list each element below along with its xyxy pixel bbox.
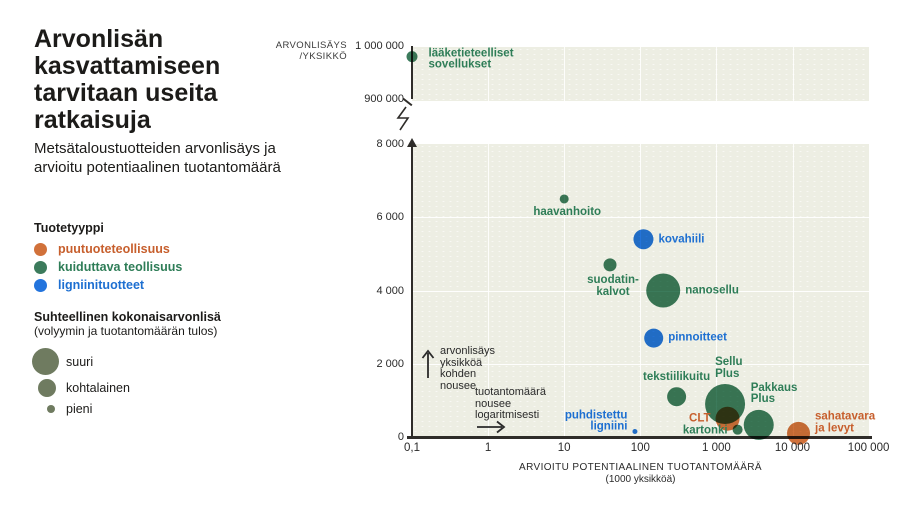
chart-top-band xyxy=(412,47,869,101)
point-label-haavanhoito: haavanhoito xyxy=(533,206,602,219)
point-label-sellu-plus: Sellu Plus xyxy=(715,356,743,380)
point-label-kovahiili: kovahiili xyxy=(658,233,705,246)
point-label-laaketieteelliset-sovellukset: lääketieteelliset sovellukset xyxy=(428,47,514,71)
orange-dot-icon xyxy=(34,242,47,256)
point-label-tekstiilikuitu: tekstiilikuitu xyxy=(643,370,711,383)
point-sahatavara-ja-levyt xyxy=(787,421,811,445)
x-axis-title: ARVIOITU POTENTIAALINEN TUOTANTOMÄÄRÄ xyxy=(519,462,762,473)
gridline-vertical xyxy=(488,47,490,101)
x-tick-label: 100 000 xyxy=(847,442,890,454)
size-large-label: suuri xyxy=(66,355,94,369)
gridline-vertical xyxy=(716,47,718,101)
x-axis-line xyxy=(407,436,872,439)
y-tick-label: 6 000 xyxy=(376,211,404,224)
point-tekstiilikuitu xyxy=(667,387,687,407)
size-large-circle-icon xyxy=(32,348,59,375)
blue-dot-icon xyxy=(34,278,47,292)
point-label-suodatinkalvot: suodatin- kalvot xyxy=(587,274,639,298)
chart-main-band xyxy=(412,144,869,437)
legend-size-note: (volyymin ja tuotantomäärän tulos) xyxy=(34,324,218,338)
right-arrow-icon xyxy=(477,420,506,434)
gridline-horizontal xyxy=(412,363,869,365)
y-axis-title: ARVONLISÄYS /YKSIKKÖ xyxy=(275,40,347,62)
gridline-vertical xyxy=(564,47,566,101)
y-tick-label: 8 000 xyxy=(376,138,404,150)
point-nanosellu xyxy=(646,273,681,308)
point-label-pakkaus-plus: Pakkaus Plus xyxy=(750,381,798,406)
point-kartonki xyxy=(732,424,743,435)
point-laaketieteelliset-sovellukset xyxy=(406,51,418,63)
x-tick-label: 0,1 xyxy=(404,442,420,454)
gridline-vertical xyxy=(640,47,642,101)
legend-item-ligniinituotteet: ligniinituotteet xyxy=(34,277,144,293)
annotation-volume-log: tuotantomäärä nousee logaritmisesti xyxy=(475,386,546,421)
y-tick-label: 900 000 xyxy=(364,93,404,105)
gridline-horizontal xyxy=(412,290,869,292)
page-title: Arvonlisän kasvattamiseen tarvitaan usei… xyxy=(34,25,221,134)
y-axis-arrow-icon xyxy=(407,138,417,147)
legend-type-title: Tuotetyyppi xyxy=(34,221,104,235)
legend-item-puutuoteteollisuus: puutuoteteollisuus xyxy=(34,241,170,257)
point-pakkaus-plus xyxy=(743,409,774,440)
size-medium-label: kohtalainen xyxy=(66,381,130,395)
point-suodatinkalvot xyxy=(603,258,617,272)
size-small-label: pieni xyxy=(66,402,93,416)
x-tick-label: 1 000 xyxy=(702,442,731,454)
y-axis-top-segment xyxy=(411,46,413,99)
point-label-clt: CLT xyxy=(689,411,711,424)
x-tick-label: 10 000 xyxy=(774,442,811,454)
legend-item-kuiduttava-teollisuus: kuiduttava teollisuus xyxy=(34,259,182,275)
y-tick-label: 1 000 000 xyxy=(355,40,404,52)
point-pinnoitteet xyxy=(644,328,664,348)
legend-item-label: kuiduttava teollisuus xyxy=(58,260,183,274)
point-haavanhoito xyxy=(559,194,569,204)
legend-item-label: ligniinituotteet xyxy=(58,278,145,292)
subtitle: Metsätaloustuotteiden arvonlisäys ja arv… xyxy=(34,140,281,176)
x-tick-label: 1 xyxy=(484,442,492,454)
legend-size-title: Suhteellinen kokonaisarvonlisä xyxy=(34,310,221,324)
size-medium-circle-icon xyxy=(38,379,56,397)
point-label-sahatavara-ja-levyt: sahatavara ja levyt xyxy=(815,410,876,435)
axis-break-icon xyxy=(396,106,410,131)
gridline-vertical xyxy=(792,47,794,101)
point-label-puhdistettu-ligniini: puhdistettu ligniini xyxy=(564,409,628,433)
x-tick-label: 100 xyxy=(630,442,650,454)
y-tick-label: 4 000 xyxy=(376,284,404,297)
point-clt xyxy=(715,406,740,431)
size-small-circle-icon xyxy=(47,405,55,413)
point-label-pinnoitteet: pinnoitteet xyxy=(668,331,727,344)
point-kovahiili xyxy=(633,229,654,250)
up-arrow-icon xyxy=(421,349,435,378)
green-dot-icon xyxy=(34,260,47,274)
y-axis-line xyxy=(411,147,413,437)
x-tick-label: 10 xyxy=(557,442,571,454)
point-puhdistettu-ligniini xyxy=(632,429,638,435)
annotation-value-rises: arvonlisäys yksikköä kohden nousee xyxy=(440,345,496,392)
point-label-nanosellu: nanosellu xyxy=(685,283,739,296)
x-axis-subtitle: (1000 yksikköä) xyxy=(605,474,676,485)
y-tick-label: 2 000 xyxy=(376,357,404,370)
point-label-kartonki: kartonki xyxy=(682,423,728,436)
y-tick-label: 0 xyxy=(397,431,404,443)
gridline-horizontal xyxy=(412,217,869,219)
legend-item-label: puutuoteteollisuus xyxy=(58,242,170,256)
